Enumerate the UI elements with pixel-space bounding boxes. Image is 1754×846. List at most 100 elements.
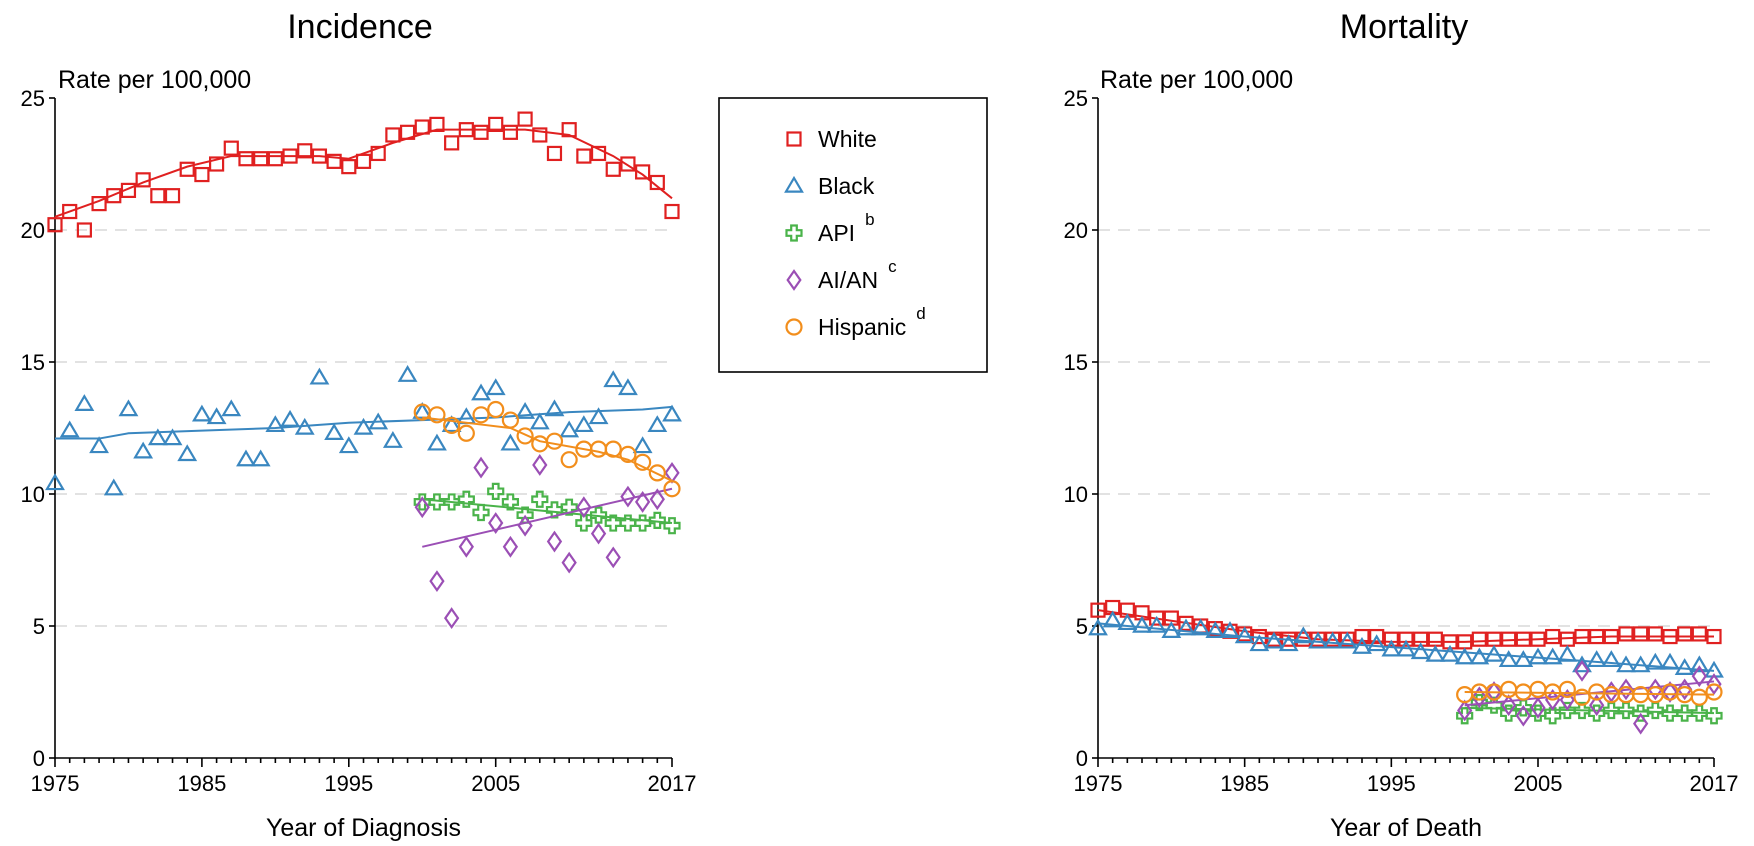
incidence-series-black: [45, 365, 682, 496]
data-point: [1501, 631, 1517, 647]
data-point: [561, 122, 577, 138]
data-point: [294, 417, 315, 435]
data-point: [1149, 610, 1165, 626]
data-point: [576, 496, 592, 519]
data-point: [1498, 650, 1519, 668]
data-point: [1645, 652, 1666, 670]
data-point: [147, 428, 168, 446]
data-point: [103, 478, 124, 496]
incidence-ylabel: Rate per 100,000: [58, 66, 251, 94]
data-point: [297, 143, 313, 159]
data-point: [1647, 626, 1663, 642]
data-point: [1603, 628, 1619, 645]
incidence-xtick-label: 2017: [648, 771, 697, 796]
data-point: [1690, 704, 1708, 722]
data-point: [91, 196, 107, 212]
data-point: [106, 188, 122, 204]
data-point: [501, 493, 520, 511]
data-point: [1677, 626, 1693, 642]
data-point: [573, 415, 594, 433]
legend-superscript: c: [888, 257, 897, 276]
trend-line: [422, 487, 673, 548]
data-point: [441, 415, 462, 433]
data-point: [517, 111, 533, 127]
data-point: [485, 378, 506, 396]
data-point: [1513, 650, 1534, 668]
data-point: [62, 203, 78, 220]
mortality-ytick-label: 0: [1076, 746, 1088, 771]
data-point: [206, 407, 227, 425]
data-point: [1469, 647, 1490, 665]
data-point: [1398, 631, 1414, 647]
legend-marker: [786, 269, 802, 291]
data-point: [267, 151, 283, 167]
data-point: [590, 522, 607, 545]
data-point: [487, 400, 505, 419]
legend-superscript: d: [916, 304, 925, 323]
data-point: [634, 491, 651, 513]
data-point: [545, 501, 564, 519]
incidence-xtick-label: 2005: [471, 771, 520, 796]
data-point: [1529, 680, 1547, 698]
data-point: [1484, 644, 1504, 662]
data-point: [620, 156, 636, 172]
data-point: [1396, 639, 1416, 657]
data-point: [619, 514, 637, 532]
data-point: [74, 394, 95, 411]
incidence-ytick-label: 20: [21, 218, 45, 243]
data-point: [1529, 704, 1547, 722]
data-point: [1132, 615, 1152, 633]
data-point: [634, 453, 652, 471]
data-point: [1337, 631, 1358, 649]
data-point: [487, 482, 505, 500]
data-point: [1618, 626, 1634, 642]
data-point: [428, 406, 446, 424]
data-point: [1589, 628, 1605, 645]
data-point: [1352, 636, 1372, 654]
data-point: [1559, 689, 1575, 711]
data-point: [1249, 634, 1270, 652]
data-point: [1677, 678, 1693, 701]
incidence-xtick-label: 1985: [177, 771, 226, 796]
data-point: [457, 424, 475, 442]
legend-marker: [785, 318, 803, 336]
data-point: [118, 399, 139, 417]
incidence-series-aian: [414, 454, 680, 629]
data-point: [253, 151, 269, 167]
data-point: [516, 427, 534, 445]
data-point: [662, 404, 682, 422]
mortality-xtick-label: 1985: [1220, 771, 1269, 796]
data-point: [529, 412, 550, 430]
data-point: [280, 409, 300, 427]
data-point: [1691, 665, 1707, 688]
data-point: [649, 174, 665, 191]
data-point: [648, 511, 666, 530]
incidence-xtick-label: 1995: [324, 771, 373, 796]
data-point: [1456, 707, 1474, 725]
data-point: [1633, 626, 1649, 642]
data-point: [1706, 628, 1722, 645]
mortality-xtick-label: 2005: [1514, 771, 1563, 796]
data-point: [1690, 688, 1708, 706]
data-point: [488, 512, 504, 534]
incidence-ytick-label: 15: [21, 350, 45, 375]
data-point: [120, 182, 137, 198]
mortality-series-hispanic: [1456, 680, 1723, 706]
data-point: [1601, 650, 1622, 668]
data-point: [1486, 681, 1502, 703]
data-point: [1674, 658, 1695, 675]
data-point: [1618, 678, 1634, 701]
data-point: [532, 127, 548, 143]
data-point: [1146, 615, 1167, 633]
data-point: [1706, 673, 1722, 695]
data-point: [179, 161, 195, 177]
incidence-xlabel: Year of Diagnosis: [266, 814, 461, 842]
data-point: [76, 222, 92, 238]
data-point: [1542, 647, 1563, 665]
data-point: [413, 493, 431, 511]
data-point: [443, 493, 461, 511]
data-point: [427, 433, 447, 451]
incidence-ytick-label: 25: [21, 86, 45, 111]
data-point: [663, 480, 681, 498]
data-point: [133, 441, 154, 459]
